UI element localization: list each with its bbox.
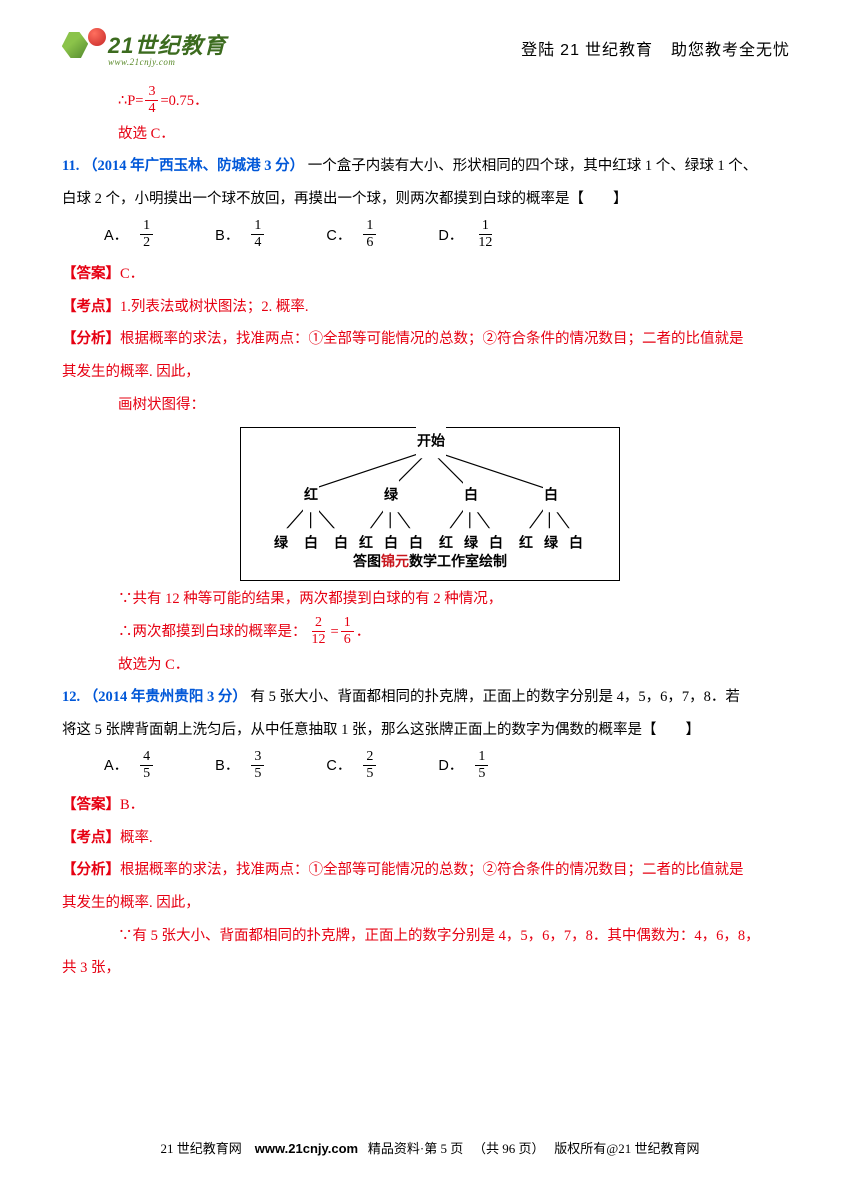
page-footer: 21 世纪教育网 www.21cnjy.com 精品资料·第 5 页 （共 96… xyxy=(0,1138,860,1157)
footer-url: www.21cnjy.com xyxy=(255,1141,358,1156)
slogan-mid: 世纪教育 xyxy=(585,42,653,59)
option-B: B．35 xyxy=(215,750,266,783)
q12-after-1: ∵有 5 张大小、背面都相同的扑克牌，正面上的数字分别是 4，5，6，7，8．其… xyxy=(62,920,798,953)
tree-l1-1: 绿 xyxy=(383,481,399,513)
q11-tree-intro: 画树状图得： xyxy=(62,389,798,422)
slogan-pre: 登陆 xyxy=(521,42,555,59)
footer-page: 精品资料·第 5 页 xyxy=(368,1141,463,1156)
tree-root: 开始 xyxy=(416,427,446,459)
option-C: C．16 xyxy=(326,220,378,253)
tree-l1-0: 红 xyxy=(303,481,319,513)
question-11: 11. （2014 年广西玉林、防城港 3 分） 一个盒子内装有大小、形状相同的… xyxy=(62,150,798,183)
option-D: D．112 xyxy=(438,220,497,253)
logo-icon xyxy=(62,30,104,66)
footer-total: （共 96 页） xyxy=(473,1141,545,1156)
tree-diagram-wrapper: 开始 红 绿 白 白 绿 白 白 红 白 白 红 绿 白 红 绿 白 答图锦元数… xyxy=(62,427,798,581)
q11-answer: 【答案】C． xyxy=(62,258,798,291)
q12-body-1: 有 5 张大小、背面都相同的扑克牌，正面上的数字分别是 4，5，6，7，8．若 xyxy=(251,689,740,705)
slogan-num: 21 xyxy=(560,42,580,59)
slogan-tail: 助您教考全无忧 xyxy=(671,42,790,59)
q12-body-2: 将这 5 张牌背面朝上洗匀后，从中任意抽取 1 张，那么这张牌正面上的数字为偶数… xyxy=(62,714,798,747)
question-12: 12. （2014 年贵州贵阳 3 分） 有 5 张大小、背面都相同的扑克牌，正… xyxy=(62,681,798,714)
tree-diagram: 开始 红 绿 白 白 绿 白 白 红 白 白 红 绿 白 红 绿 白 答图锦元数… xyxy=(240,427,620,581)
option-A: A．45 xyxy=(104,750,155,783)
page-header: 21世纪教育 www.21cnjy.com 登陆 21 世纪教育 助您教考全无忧 xyxy=(0,0,860,75)
header-slogan: 登陆 21 世纪教育 助您教考全无忧 xyxy=(521,36,790,60)
tree-l1-3: 白 xyxy=(543,481,559,513)
footer-site-name: 21 世纪教育网 xyxy=(161,1141,242,1156)
q11-after-2: ∴两次都摸到白球的概率是：212=16． xyxy=(62,616,798,649)
logo: 21世纪教育 www.21cnjy.com xyxy=(62,28,226,67)
q12-after-2: 共 3 张， xyxy=(62,952,798,985)
q12-answer: 【答案】B． xyxy=(62,789,798,822)
q11-kaodian: 【考点】1.列表法或树状图法；2. 概率. xyxy=(62,291,798,324)
prev-solution-line2: 故选 C． xyxy=(62,118,798,151)
q11-after-1: ∵共有 12 种等可能的结果，两次都摸到白球的有 2 种情况， xyxy=(62,583,798,616)
q11-fenxi-2: 其发生的概率. 因此， xyxy=(62,356,798,389)
logo-text: 21世纪教育 www.21cnjy.com xyxy=(108,28,226,67)
prev-solution-line1: ∴P=34=0.75． xyxy=(62,85,798,118)
option-D: D．15 xyxy=(438,750,490,783)
logo-main-text: 21世纪教育 xyxy=(108,28,226,60)
fraction-3-4: 34 xyxy=(145,85,158,116)
q12-number: 12. xyxy=(62,689,80,705)
footer-copyright: 版权所有@21 世纪教育网 xyxy=(554,1141,699,1156)
q11-number: 11. xyxy=(62,158,79,174)
q12-source: （2014 年贵州贵阳 3 分） xyxy=(84,689,247,705)
option-A: A．12 xyxy=(104,220,155,253)
q12-fenxi-2: 其发生的概率. 因此， xyxy=(62,887,798,920)
q11-after-3: 故选为 C． xyxy=(62,649,798,682)
option-C: C．25 xyxy=(326,750,378,783)
tree-caption: 答图锦元数学工作室绘制 xyxy=(241,547,619,579)
q11-source: （2014 年广西玉林、防城港 3 分） xyxy=(83,158,304,174)
q12-kaodian: 【考点】概率. xyxy=(62,822,798,855)
q11-fenxi-1: 【分析】根据概率的求法，找准两点：①全部等可能情况的总数；②符合条件的情况数目；… xyxy=(62,323,798,356)
option-B: B．14 xyxy=(215,220,266,253)
tree-l1-2: 白 xyxy=(463,481,479,513)
content: ∴P=34=0.75． 故选 C． 11. （2014 年广西玉林、防城港 3 … xyxy=(0,75,860,985)
q12-options: A．45 B．35 C．25 D．15 xyxy=(62,750,798,783)
q11-body-1: 一个盒子内装有大小、形状相同的四个球，其中红球 1 个、绿球 1 个、 xyxy=(308,158,758,174)
q12-fenxi-1: 【分析】根据概率的求法，找准两点：①全部等可能情况的总数；②符合条件的情况数目；… xyxy=(62,854,798,887)
logo-sub-text: www.21cnjy.com xyxy=(108,57,226,67)
q11-options: A．12 B．14 C．16 D．112 xyxy=(62,220,798,253)
q11-body-2: 白球 2 个，小明摸出一个球不放回，再摸出一个球，则两次都摸到白球的概率是【 】 xyxy=(62,183,798,216)
